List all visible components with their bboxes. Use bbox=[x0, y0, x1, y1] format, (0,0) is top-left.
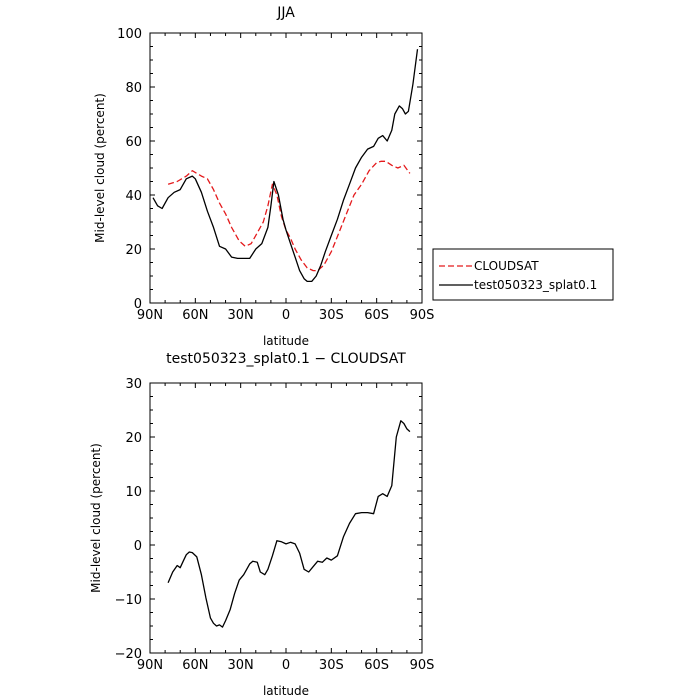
bottom-chart-title: test050323_splat0.1 − CLOUDSAT bbox=[166, 351, 406, 367]
top-x-tick-label: 30N bbox=[228, 308, 254, 323]
bottom-y-axis-label: Mid-level cloud (percent) bbox=[89, 443, 103, 593]
bottom-x-tick-label: 60S bbox=[364, 658, 389, 673]
bottom-x-axis-label: latitude bbox=[263, 684, 309, 698]
top-series-line-test050323-splat0-1 bbox=[152, 49, 419, 283]
bottom-y-tick-label: 0 bbox=[134, 539, 142, 554]
bottom-y-tick-label: −20 bbox=[115, 647, 142, 662]
legend: CLOUDSAT test050323_splat0.1 bbox=[432, 248, 614, 301]
bottom-y-tick-label: 20 bbox=[125, 431, 142, 446]
bottom-panel: test050323_splat0.1 − CLOUDSAT 90N 60N 30N… bbox=[89, 351, 434, 698]
bottom-x-tick-label: 90S bbox=[410, 658, 435, 673]
bottom-y-tick-label: −10 bbox=[115, 593, 142, 608]
top-x-tick-label: 30S bbox=[319, 308, 344, 323]
top-y-tick-label: 0 bbox=[134, 297, 142, 312]
bottom-plot-frame bbox=[149, 382, 423, 654]
top-y-tick-label: 100 bbox=[117, 27, 142, 42]
bottom-x-tick-label: 60N bbox=[182, 658, 208, 673]
top-chart-title: JJA bbox=[276, 5, 295, 21]
top-x-axis-label: latitude bbox=[263, 334, 309, 348]
top-panel: JJA 90N 60N 30N 0 30S 60S 90S 0 20 40 60 80 100 lati… bbox=[93, 5, 434, 348]
bottom-series-layer bbox=[167, 420, 411, 628]
top-ticks: 90N 60N 30N 0 30S 60S 90S 0 20 40 60 80 100 bbox=[117, 27, 434, 323]
top-series-line-cloudsat bbox=[167, 160, 411, 272]
legend-box bbox=[432, 248, 614, 301]
top-y-tick-label: 40 bbox=[125, 189, 142, 204]
bottom-x-tick-label: 30S bbox=[319, 658, 344, 673]
top-x-tick-label: 90N bbox=[137, 308, 163, 323]
bottom-series-line-difference bbox=[167, 420, 411, 628]
top-x-tick-label: 0 bbox=[282, 308, 290, 323]
top-plot-frame bbox=[149, 32, 423, 304]
legend-label-cloudsat: CLOUDSAT bbox=[474, 259, 539, 273]
top-y-tick-label: 80 bbox=[125, 81, 142, 96]
bottom-x-tick-label: 30N bbox=[228, 658, 254, 673]
bottom-y-tick-label: 10 bbox=[125, 485, 142, 500]
bottom-y-tick-label: 30 bbox=[125, 377, 142, 392]
top-y-tick-label: 60 bbox=[125, 135, 142, 150]
top-x-tick-label: 60S bbox=[364, 308, 389, 323]
top-y-tick-label: 20 bbox=[125, 243, 142, 258]
top-x-tick-label: 90S bbox=[410, 308, 435, 323]
top-x-tick-label: 60N bbox=[182, 308, 208, 323]
top-series-layer bbox=[152, 49, 419, 283]
top-y-axis-label: Mid-level cloud (percent) bbox=[93, 93, 107, 243]
legend-label-test: test050323_splat0.1 bbox=[474, 278, 597, 292]
bottom-x-tick-label: 0 bbox=[282, 658, 290, 673]
bottom-ticks: 90N 60N 30N 0 30S 60S 90S −20 −10 0 10 20 30 bbox=[115, 377, 435, 673]
bottom-x-tick-label: 90N bbox=[137, 658, 163, 673]
